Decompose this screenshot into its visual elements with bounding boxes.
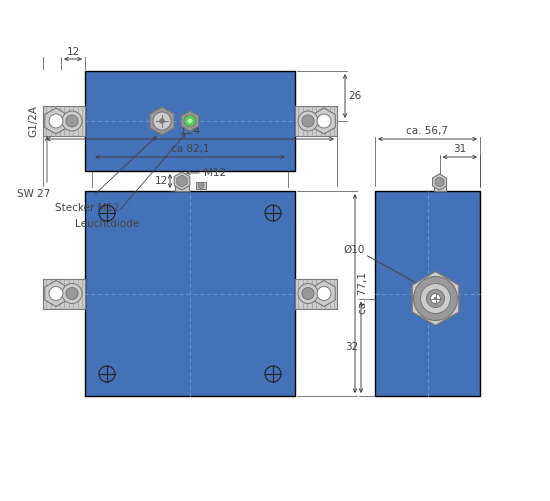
- Circle shape: [414, 277, 458, 321]
- Circle shape: [198, 182, 204, 188]
- Polygon shape: [45, 108, 67, 134]
- Circle shape: [66, 115, 78, 127]
- Circle shape: [66, 288, 78, 300]
- Text: SW 27: SW 27: [17, 189, 51, 199]
- Circle shape: [298, 284, 318, 304]
- Text: ca. 77,1: ca. 77,1: [358, 273, 368, 315]
- Circle shape: [298, 111, 318, 131]
- Polygon shape: [150, 107, 174, 135]
- Text: ca. 56,7: ca. 56,7: [406, 126, 448, 136]
- Circle shape: [434, 297, 437, 300]
- Text: M12: M12: [204, 168, 226, 178]
- Polygon shape: [45, 281, 67, 307]
- Circle shape: [317, 287, 331, 301]
- Circle shape: [184, 115, 196, 127]
- Bar: [295, 279, 337, 309]
- Polygon shape: [432, 174, 447, 190]
- Polygon shape: [182, 111, 199, 131]
- Bar: [43, 106, 85, 136]
- Circle shape: [431, 294, 441, 304]
- Circle shape: [49, 287, 63, 301]
- Bar: [433, 182, 446, 191]
- Circle shape: [421, 284, 450, 314]
- Text: 32: 32: [345, 342, 358, 352]
- Circle shape: [49, 114, 63, 128]
- Text: Ø10: Ø10: [343, 244, 364, 255]
- Circle shape: [302, 288, 314, 300]
- Bar: [85, 71, 295, 171]
- Polygon shape: [313, 281, 336, 307]
- Polygon shape: [313, 108, 336, 134]
- Bar: [375, 191, 480, 396]
- Polygon shape: [412, 272, 459, 326]
- Text: Leuchtdiode: Leuchtdiode: [75, 219, 139, 229]
- Polygon shape: [174, 172, 190, 190]
- Circle shape: [426, 290, 444, 308]
- Text: 26: 26: [348, 91, 361, 101]
- Text: G1/2A: G1/2A: [28, 105, 38, 137]
- Circle shape: [62, 111, 82, 131]
- Polygon shape: [177, 175, 187, 187]
- Text: 12: 12: [67, 47, 80, 57]
- Circle shape: [62, 284, 82, 304]
- Polygon shape: [435, 177, 444, 187]
- Circle shape: [302, 115, 314, 127]
- Circle shape: [188, 119, 192, 124]
- Text: ca 82,1: ca 82,1: [170, 144, 210, 154]
- Bar: [196, 182, 206, 189]
- Text: 31: 31: [453, 144, 466, 154]
- Bar: [43, 279, 85, 309]
- Text: 124: 124: [179, 126, 201, 136]
- Text: 12: 12: [155, 176, 168, 186]
- Bar: [295, 106, 337, 136]
- Bar: [85, 191, 295, 396]
- Circle shape: [317, 114, 331, 128]
- Text: Stecker M12: Stecker M12: [55, 203, 120, 213]
- Bar: [175, 181, 189, 191]
- Circle shape: [160, 119, 164, 124]
- Circle shape: [153, 112, 171, 130]
